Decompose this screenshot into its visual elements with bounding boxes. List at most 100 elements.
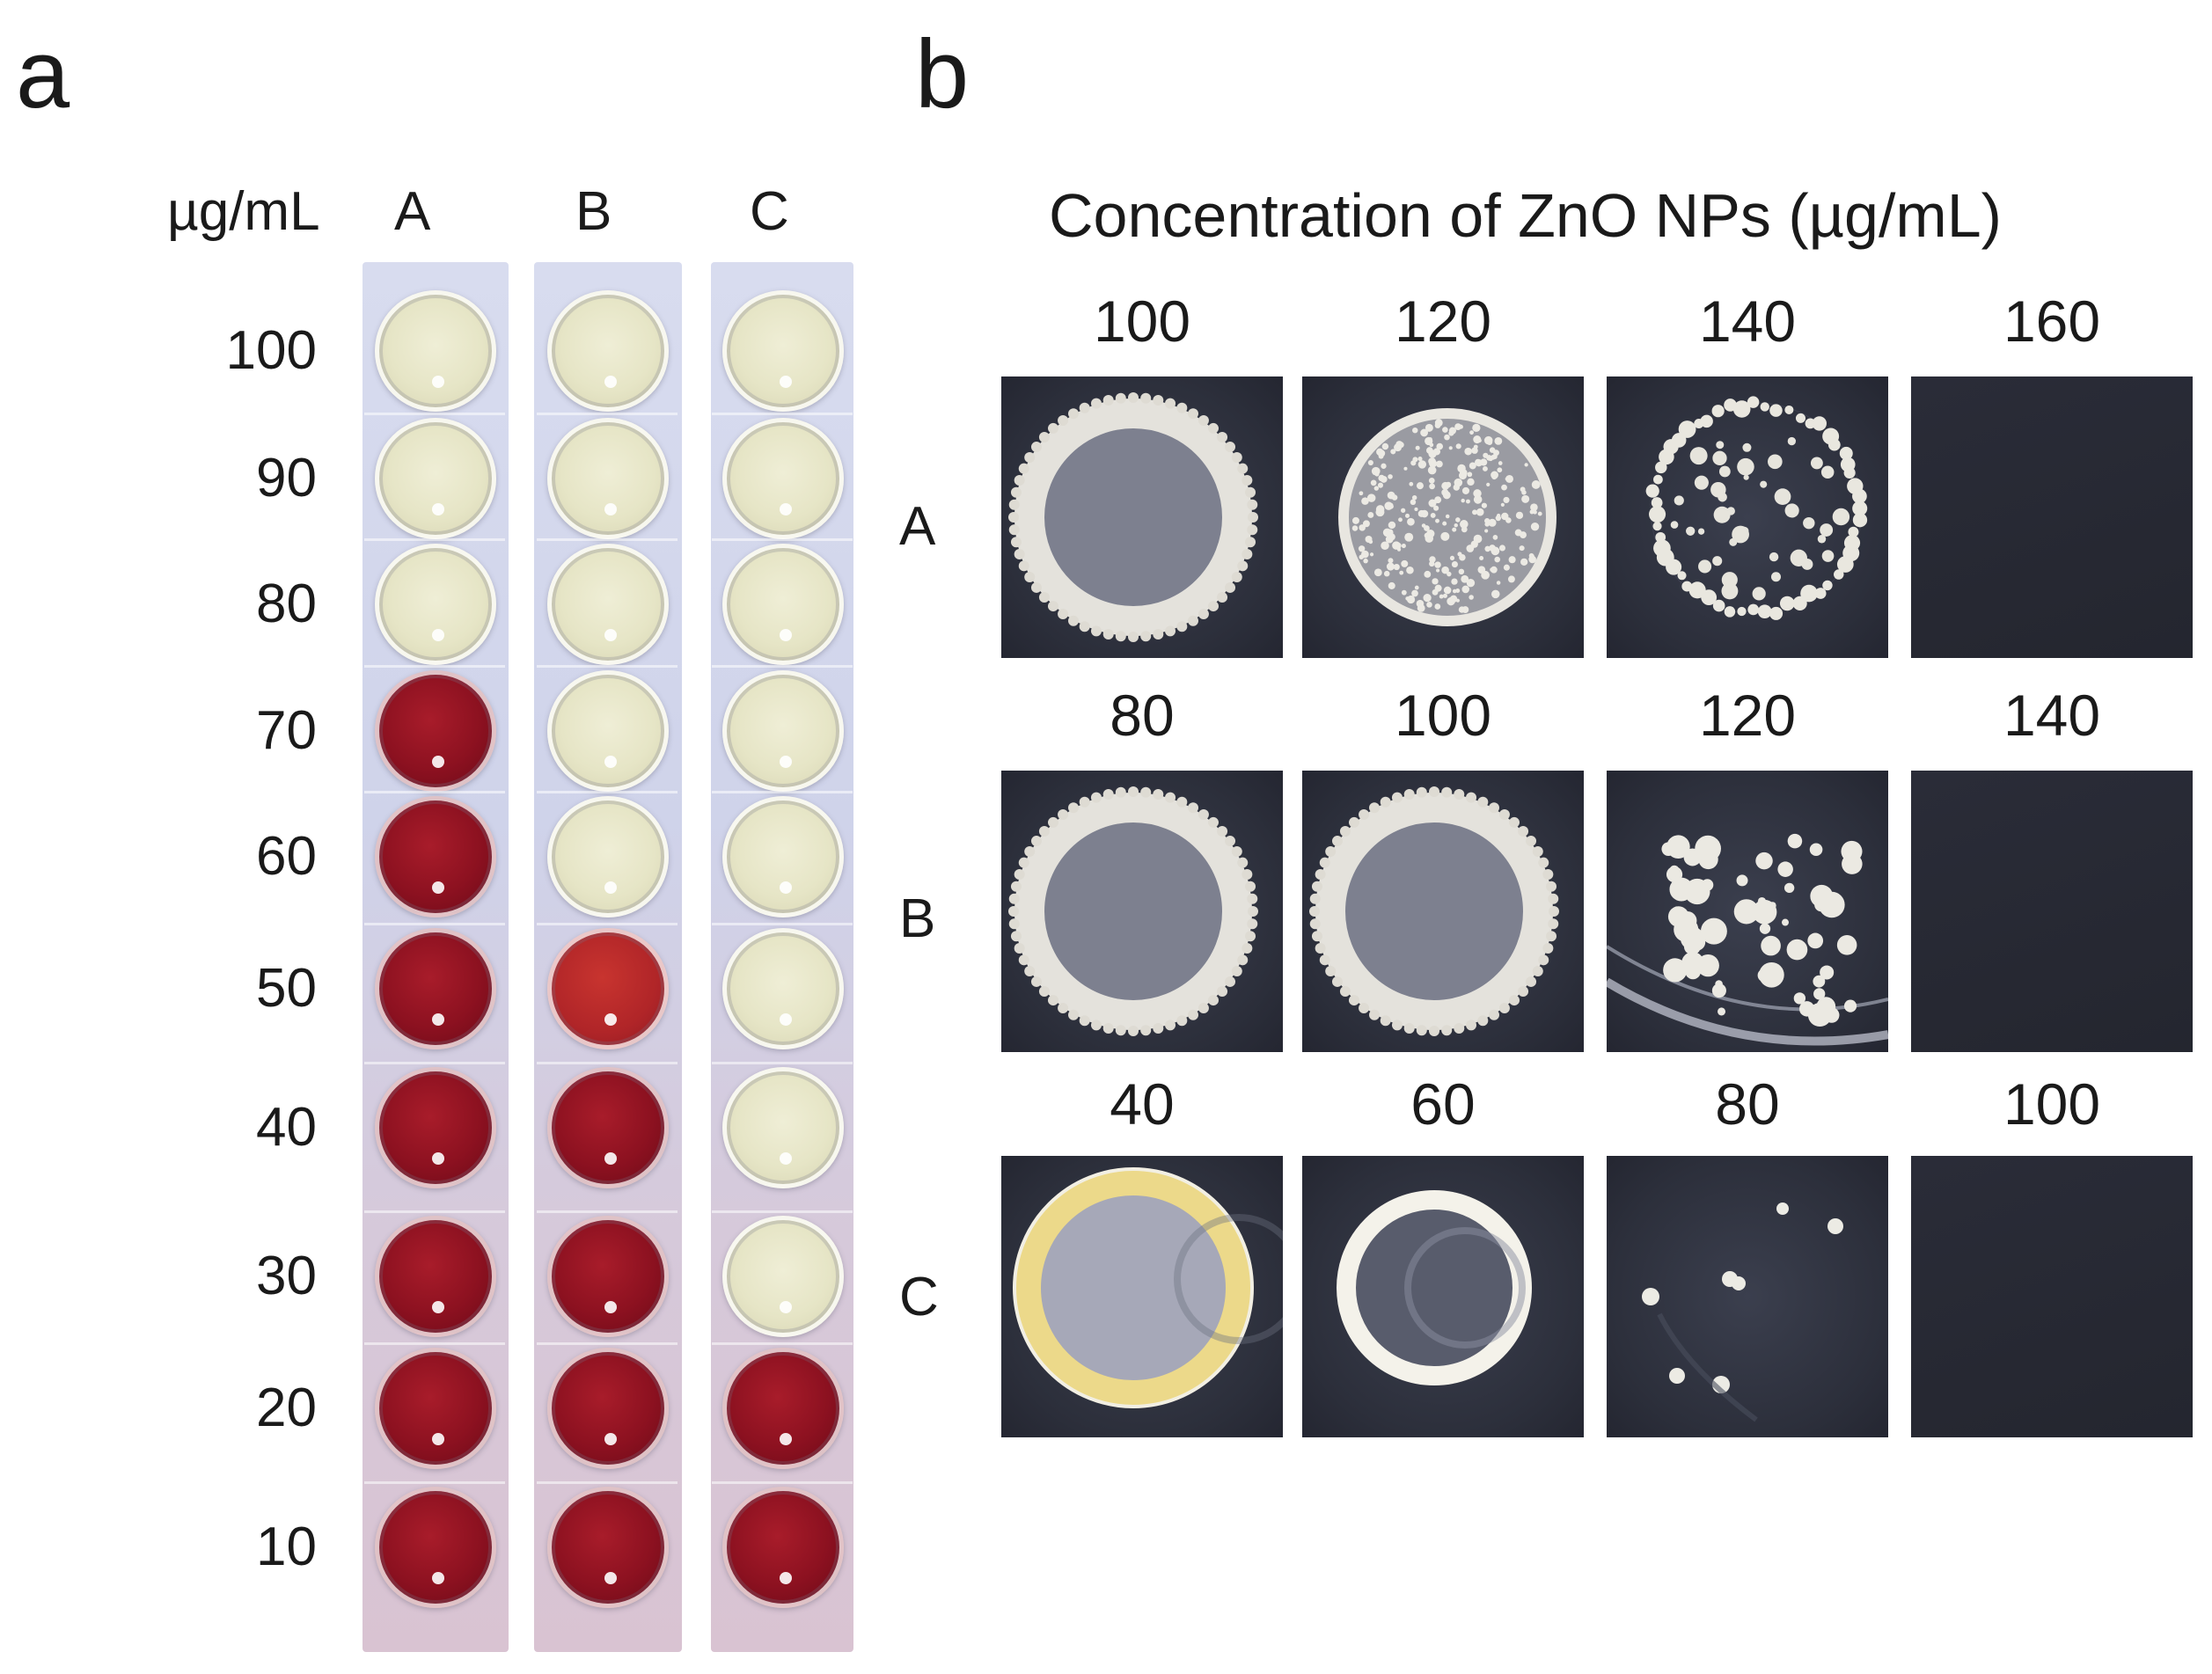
well-divider [537,1210,678,1213]
concentration-row-label: 10 [256,1517,317,1577]
well-b-100 [547,290,669,412]
panel-b-letter: b [915,20,970,128]
well-divider [537,1062,678,1064]
well-divider [364,413,505,415]
strain-row-label-a: A [899,496,936,557]
well-b-40 [547,1067,669,1188]
well-b-50 [547,928,669,1049]
concentration-label: 120 [1698,683,1797,748]
well-a-40 [375,1067,496,1188]
well-c-40 [722,1067,844,1188]
well-divider [364,1062,505,1064]
well-b-20 [547,1348,669,1469]
well-divider [712,665,853,668]
concentration-row-label: 50 [256,958,317,1019]
well-a-80 [375,544,496,665]
plate-photo-a-140 [1607,376,1888,658]
well-a-30 [375,1216,496,1337]
well-b-90 [547,418,669,539]
concentration-label: 80 [1110,683,1175,748]
well-c-30 [722,1216,844,1337]
well-divider [364,923,505,925]
plate-photo-a-160 [1911,376,2193,658]
well-divider [537,1481,678,1484]
concentration-row-label: 90 [256,448,317,508]
concentration-row-label: 40 [256,1097,317,1158]
concentration-label: 140 [2003,683,2101,748]
well-divider [712,538,853,541]
plate-photo-c-60 [1302,1156,1584,1437]
well-b-60 [547,796,669,917]
well-b-30 [547,1216,669,1337]
well-divider [364,1210,505,1213]
well-divider [364,1481,505,1484]
well-c-20 [722,1348,844,1469]
plate-photo-c-100 [1911,1156,2193,1437]
well-divider [712,1062,853,1064]
plate-photo-b-100 [1302,771,1584,1052]
well-c-60 [722,796,844,917]
well-a-50 [375,928,496,1049]
well-a-60 [375,796,496,917]
well-divider [364,791,505,793]
concentration-row-label: 100 [225,320,317,381]
plate-photo-a-120 [1302,376,1584,658]
concentration-label: 80 [1715,1071,1780,1137]
well-divider [537,1342,678,1345]
plate-photo-b-120 [1607,771,1888,1052]
well-divider [537,413,678,415]
well-divider [537,923,678,925]
concentration-label: 120 [1394,289,1492,354]
well-a-10 [375,1487,496,1608]
concentration-row-label: 20 [256,1378,317,1438]
panel-b-title: Concentration of ZnO NPs (µg/mL) [1049,181,2002,250]
concentration-label: 100 [2003,1071,2101,1137]
concentration-row-label: 80 [256,574,317,634]
concentration-row-label: 70 [256,700,317,761]
well-divider [712,413,853,415]
concentration-label: 100 [1093,289,1191,354]
well-divider [537,791,678,793]
well-divider [364,538,505,541]
well-divider [364,1342,505,1345]
strain-row-label-c: C [899,1267,939,1327]
strain-row-label-b: B [899,888,936,949]
unit-label: µg/mL [167,181,320,242]
concentration-label: 160 [2003,289,2101,354]
well-c-90 [722,418,844,539]
column-label-b: B [575,181,612,242]
well-divider [364,665,505,668]
well-c-10 [722,1487,844,1608]
panel-a-letter: a [16,20,70,128]
column-label-c: C [750,181,789,242]
well-divider [712,791,853,793]
well-a-100 [375,290,496,412]
well-divider [712,1481,853,1484]
well-c-70 [722,670,844,792]
concentration-label: 40 [1110,1071,1175,1137]
well-a-70 [375,670,496,792]
well-c-100 [722,290,844,412]
concentration-label: 60 [1410,1071,1476,1137]
well-a-90 [375,418,496,539]
well-c-50 [722,928,844,1049]
concentration-row-label: 30 [256,1246,317,1306]
well-divider [537,665,678,668]
plate-photo-b-80 [1001,771,1283,1052]
well-divider [712,1342,853,1345]
plate-photo-a-100 [1001,376,1283,658]
plate-photo-b-140 [1911,771,2193,1052]
concentration-label: 140 [1698,289,1797,354]
well-divider [537,538,678,541]
concentration-row-label: 60 [256,826,317,887]
well-b-70 [547,670,669,792]
well-b-80 [547,544,669,665]
well-divider [712,1210,853,1213]
column-label-a: A [394,181,431,242]
well-a-20 [375,1348,496,1469]
well-c-80 [722,544,844,665]
plate-photo-c-80 [1607,1156,1888,1437]
plate-photo-c-40 [1001,1156,1283,1437]
well-b-10 [547,1487,669,1608]
well-divider [712,923,853,925]
